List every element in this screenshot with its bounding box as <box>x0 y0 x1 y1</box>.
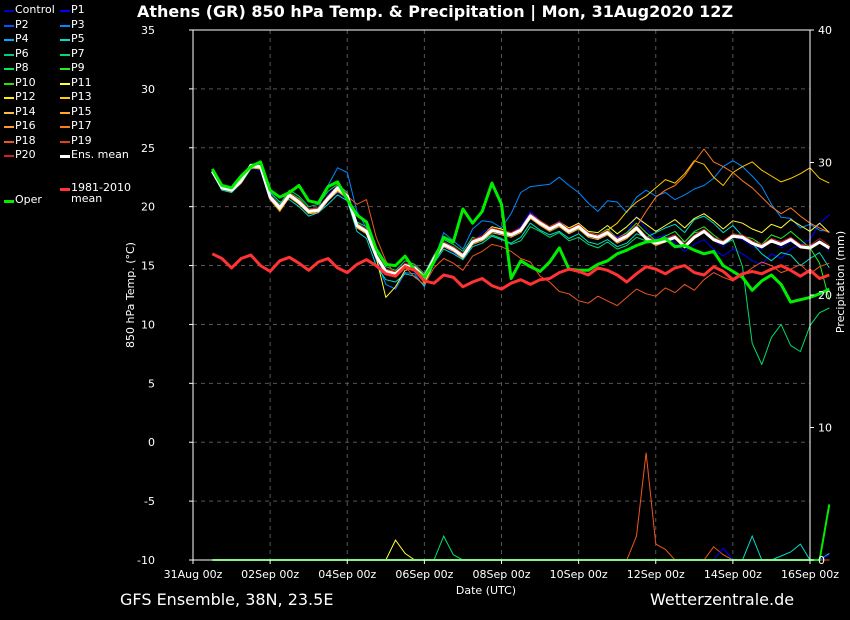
y-axis-left-ticks: 35 30 25 20 15 10 5 0 -5 -10 <box>137 24 193 567</box>
legend-label: Ens. mean <box>71 148 129 161</box>
y2-tick-label: 40 <box>818 24 832 37</box>
precipitation-layer <box>212 452 831 561</box>
legend-swatch <box>60 53 70 56</box>
series-line-control <box>211 167 830 282</box>
series-line-p3 <box>211 160 830 290</box>
legend-label: P19 <box>71 133 92 147</box>
y2-tick-label: 30 <box>818 157 832 170</box>
grid-layer <box>193 30 811 560</box>
legend-swatch <box>60 10 70 12</box>
precip-line-p1 <box>212 547 830 561</box>
x-tick-label: 06Sep 00z <box>395 568 453 581</box>
x-tick-label: 02Sep 00z <box>241 568 299 581</box>
precip-line-p18 <box>212 452 830 561</box>
legend-swatch <box>4 82 14 85</box>
x-axis-label: Date (UTC) <box>456 584 516 597</box>
series-line-1981-2010-mean <box>211 252 830 291</box>
x-axis-ticks: 31Aug 00z 02Sep 00z 04Sep 00z 06Sep 00z 08Se… <box>164 560 839 581</box>
x-tick-label: 10Sep 00z <box>550 568 608 581</box>
series-layer <box>211 148 831 365</box>
legend-label: P2 <box>15 17 29 31</box>
y-tick-label: 0 <box>148 436 155 449</box>
legend-label: P10 <box>15 75 36 89</box>
y-tick-label: 30 <box>141 83 155 96</box>
series-line-p7 <box>211 162 830 365</box>
precip-line-p7 <box>212 534 830 561</box>
legend-swatch <box>60 188 70 191</box>
legend-label: P17 <box>71 119 92 132</box>
legend-label: P14 <box>15 104 36 118</box>
legend-swatch <box>4 39 14 41</box>
x-tick-label: 08Sep 00z <box>473 568 531 581</box>
legend-swatch <box>60 24 70 27</box>
legend-swatch <box>4 97 14 99</box>
y-tick-label: 5 <box>148 377 155 390</box>
series-line-p5 <box>211 164 830 287</box>
x-tick-label: 14Sep 00z <box>704 568 762 581</box>
y2-tick-label: 10 <box>818 422 832 435</box>
legend-label: P13 <box>71 90 92 103</box>
legend-swatch <box>4 68 14 70</box>
legend-swatch <box>4 111 14 114</box>
y-tick-label: -5 <box>144 495 155 508</box>
y2-axis-label: Precipitation (mm) <box>834 231 847 333</box>
legend-label: P5 <box>71 32 85 45</box>
legend-swatch <box>4 126 14 128</box>
legend-swatch <box>4 53 14 56</box>
y-tick-label: 10 <box>141 318 155 331</box>
legend-label: Oper <box>15 193 42 206</box>
legend-label: P18 <box>15 133 36 147</box>
legend-swatch <box>4 10 14 12</box>
legend-label: P7 <box>71 46 85 60</box>
legend-swatch <box>60 39 70 41</box>
precip-line-oper <box>212 504 831 561</box>
precip-line-p5 <box>212 534 830 561</box>
footer-model-location: GFS Ensemble, 38N, 23.5E <box>120 590 334 609</box>
legend-swatch <box>60 155 70 158</box>
legend-label: P6 <box>15 46 29 60</box>
legend-label: 1981-2010 mean <box>71 181 131 205</box>
footer-source: Wetterzentrale.de <box>650 590 795 609</box>
legend-swatch <box>60 68 70 70</box>
legend-label: P8 <box>15 61 29 74</box>
y-tick-label: 25 <box>141 142 155 155</box>
legend-label: P1 <box>71 3 85 16</box>
y-tick-label: 20 <box>141 201 155 214</box>
y2-tick-label: 20 <box>818 289 832 302</box>
legend-label: Control <box>15 3 55 16</box>
legend-swatch <box>60 82 70 85</box>
legend-swatch <box>4 140 14 143</box>
legend-swatch <box>60 140 70 143</box>
legend-swatch <box>4 155 14 157</box>
y-axis-right-ticks: 40 30 20 10 0 <box>810 24 832 567</box>
y-tick-label: 15 <box>141 260 155 273</box>
series-line-oper <box>211 160 830 304</box>
legend-label: P11 <box>71 75 92 89</box>
y-axis-label: 850 hPa Temp. (°C) <box>124 242 137 348</box>
legend-label: P15 <box>71 104 92 118</box>
legend-label: P4 <box>15 32 29 45</box>
legend-label: P3 <box>71 17 85 31</box>
legend-label: P9 <box>71 61 85 74</box>
x-tick-label: 12Sep 00z <box>627 568 685 581</box>
legend-label: P16 <box>15 119 36 132</box>
y-tick-label: 35 <box>141 24 155 37</box>
series-line-ens-mean <box>211 163 831 279</box>
y2-tick-label: 0 <box>818 554 825 567</box>
legend-label: P20 <box>15 148 36 161</box>
legend: Control P1 P2 P3 P4 P5 P6 P7 P8 P9 P10 P11 P12 P13 P14… <box>0 0 200 215</box>
x-tick-label: 04Sep 00z <box>318 568 376 581</box>
legend-swatch <box>60 97 70 99</box>
legend-swatch <box>60 111 70 114</box>
legend-label: P12 <box>15 90 36 103</box>
chart-title: Athens (GR) 850 hPa Temp. & Precipitatio… <box>136 2 734 21</box>
y-tick-label: -10 <box>137 554 155 567</box>
x-tick-label: 31Aug 00z <box>164 568 223 581</box>
x-tick-label: 16Sep 00z <box>781 568 839 581</box>
legend-swatch <box>4 24 14 27</box>
legend-swatch <box>60 126 70 128</box>
precip-line-p11 <box>212 539 830 561</box>
legend-swatch <box>4 200 14 203</box>
